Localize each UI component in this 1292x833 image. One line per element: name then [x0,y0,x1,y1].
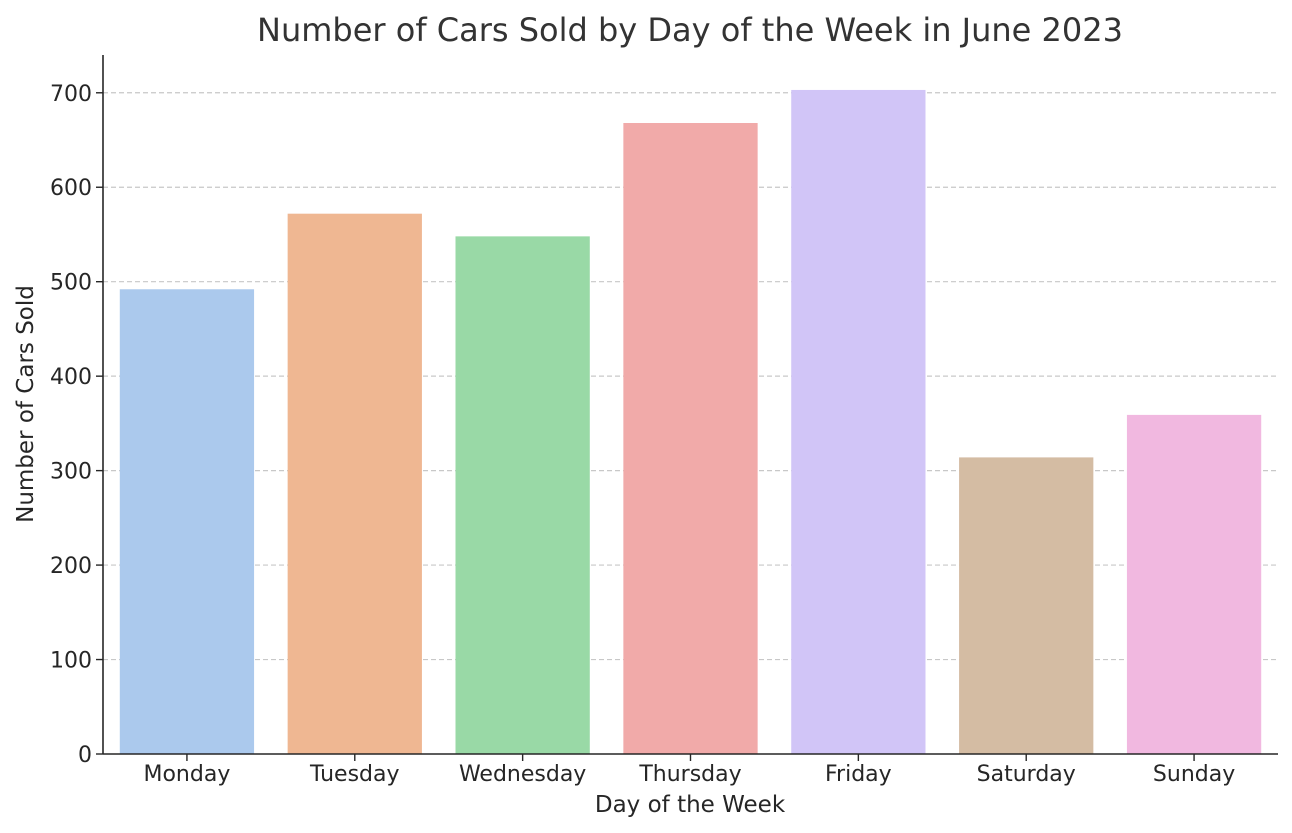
y-axis-label: Number of Cars Sold [13,285,39,523]
y-tick-label: 200 [50,554,92,579]
y-tick-label: 300 [50,460,92,485]
x-tick-label-saturday: Saturday [977,762,1076,787]
x-tick-label-monday: Monday [143,762,230,787]
bars [119,89,1262,755]
x-axis-label: Day of the Week [595,792,786,818]
bar-wednesday [455,236,590,754]
bar-friday [791,89,926,754]
bar-tuesday [287,213,422,754]
y-tick-label: 600 [50,176,92,201]
x-tick-label-wednesday: Wednesday [459,762,586,787]
x-tick-label-thursday: Thursday [638,762,741,787]
x-tick-label-sunday: Sunday [1153,762,1235,787]
y-tick-label: 500 [50,271,92,296]
y-tick-label: 400 [50,365,92,390]
x-tick-label-tuesday: Tuesday [309,762,400,787]
bar-monday [119,289,255,754]
bar-sunday [1126,414,1262,754]
chart-title: Number of Cars Sold by Day of the Week i… [257,11,1123,49]
y-tick-label: 700 [50,82,92,107]
y-axis-ticks: 0 100 200 300 400 500 600 700 [50,82,103,768]
y-tick-label: 100 [50,649,92,674]
bar-saturday [959,457,1094,754]
x-axis-ticks: Monday Tuesday Wednesday Thursday Friday Satu… [143,754,1235,787]
bar-thursday [623,123,758,755]
x-tick-label-friday: Friday [825,762,892,787]
y-tick-label: 0 [78,743,92,768]
